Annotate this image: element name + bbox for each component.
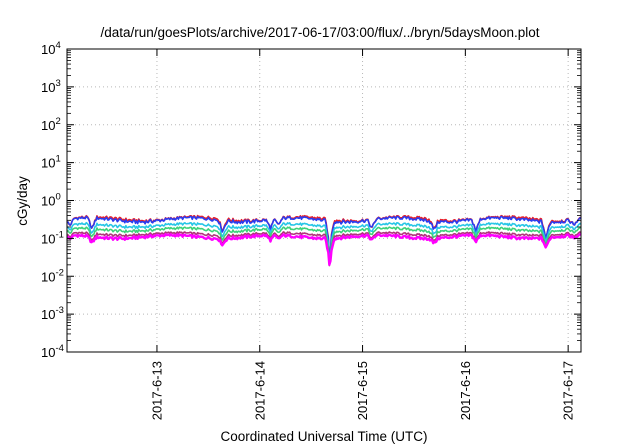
chart-title: /data/run/goesPlots/archive/2017-06-17/0…: [100, 25, 539, 40]
x-tick-label: 2017-6-15: [355, 361, 370, 420]
y-tick-label: 101: [41, 154, 61, 171]
y-tick-label: 10-4: [41, 343, 64, 360]
x-tick-label: 2017-6-13: [149, 361, 164, 420]
y-tick-label: 10-3: [41, 305, 64, 322]
series-line-6: [66, 233, 582, 266]
y-tick-label: 10-1: [41, 229, 64, 246]
series-line-4: [66, 226, 582, 266]
x-tick-label: 2017-6-17: [561, 361, 576, 420]
y-axis-label: cGy/day: [15, 176, 30, 226]
series-line-5: [66, 231, 582, 267]
series-line-2: [66, 215, 582, 260]
x-tick-label: 2017-6-14: [252, 361, 267, 420]
x-tick-label: 2017-6-16: [458, 361, 473, 420]
ticks: 10-4 10-3 10-2 10-1 100 101 102 103 104 2017-6-13…: [41, 40, 581, 420]
y-tick-label: 104: [41, 40, 61, 57]
y-tick-label: 103: [41, 78, 61, 95]
y-tick-label: 10-2: [41, 267, 64, 284]
series-line-3: [66, 221, 582, 264]
series-group: [66, 214, 582, 267]
x-axis-label: Coordinated Universal Time (UTC): [220, 429, 427, 444]
y-tick-label: 102: [41, 116, 61, 133]
y-tick-label: 100: [41, 192, 61, 209]
